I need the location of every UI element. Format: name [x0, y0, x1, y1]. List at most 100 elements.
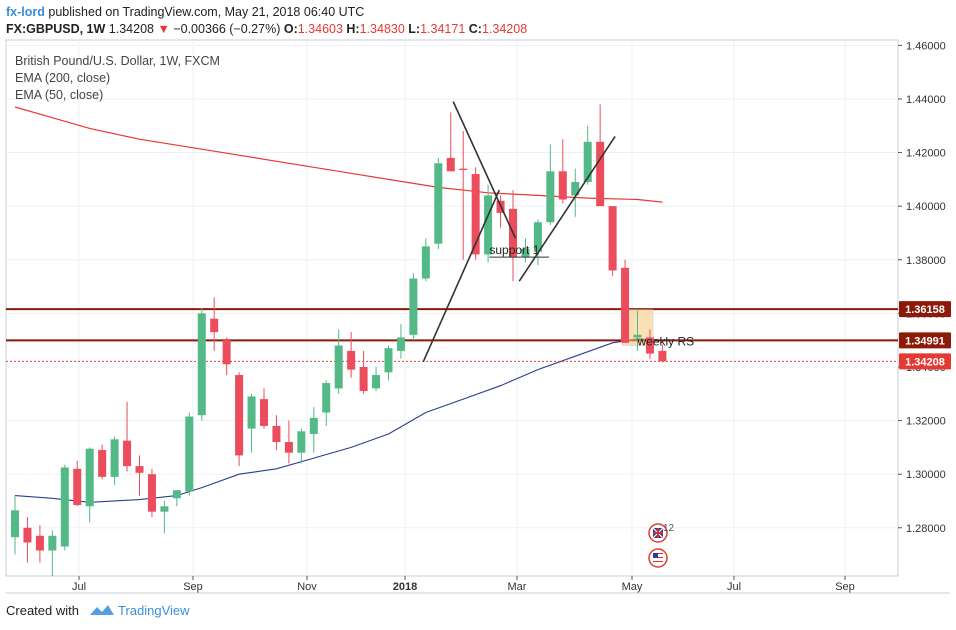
published-text: published on TradingView.com, May 21, 20… [48, 5, 365, 19]
author-name[interactable]: fx-lord [6, 5, 45, 19]
x-tick-label: Sep [835, 581, 855, 593]
publish-line: fx-lord published on TradingView.com, Ma… [6, 5, 364, 19]
symbol-name: FX:GBPUSD, 1W [6, 22, 106, 36]
x-axis[interactable]: Jul Sep Nov 2018 Mar May Jul Sep [72, 576, 855, 593]
legend-ema200[interactable]: EMA (200, close) [15, 71, 111, 85]
close-value: 1.34208 [481, 22, 528, 36]
candle-body-up [160, 506, 169, 512]
legend-ema50[interactable]: EMA (50, close) [15, 88, 104, 102]
candle-body-down [210, 318, 219, 333]
candle-body-up [322, 383, 331, 413]
candle-body-down [359, 366, 368, 392]
open-label: O: [283, 22, 298, 36]
weekly-rs-label: weekly RS [637, 335, 695, 349]
high-label: H: [346, 22, 360, 36]
candle-body-down [123, 440, 132, 467]
high-value: 1.34830 [359, 22, 405, 36]
candle-body-up [60, 467, 69, 547]
candle-body-up [197, 313, 206, 416]
candle-body-up [110, 439, 119, 477]
y-tick-label: 1.44000 [906, 94, 946, 106]
candle-body-up [421, 246, 430, 279]
x-tick-label: Jul [72, 581, 86, 593]
candle-body-up [521, 249, 530, 258]
candle-body-down [35, 535, 44, 551]
candle-body-up [546, 171, 555, 223]
ema-lines [14, 106, 663, 503]
symbol-line: FX:GBPUSD, 1W 1.34208 ▼ −0.00366 (−0.27%… [6, 22, 527, 36]
tradingview-brand[interactable]: TradingView [118, 603, 190, 618]
grid-lines [5, 39, 950, 594]
candle-body-up [409, 278, 418, 335]
candle-body-up [185, 416, 194, 492]
annotations: support 1 weekly RS [489, 243, 694, 348]
price-label: 1.34208 [899, 353, 951, 370]
candle-body-down [558, 171, 567, 200]
price-label: 1.36158 [899, 301, 951, 318]
price-label-text: 1.34208 [905, 356, 945, 368]
x-tick-label: 2018 [393, 581, 417, 593]
created-with-text: Created with [6, 603, 79, 618]
support-1-label: support 1 [489, 243, 539, 257]
candle-body-up [172, 490, 181, 499]
price-label-text: 1.36158 [905, 304, 945, 316]
candle-body-down [135, 466, 144, 473]
candle-body-down [459, 168, 468, 170]
legend-title[interactable]: British Pound/U.S. Dollar, 1W, FXCM [15, 54, 220, 68]
low-label: L: [408, 22, 421, 36]
x-tick-label: Nov [297, 581, 317, 593]
candle-body-up [533, 222, 542, 252]
uptrend-line-left [422, 189, 501, 362]
down-arrow-icon: ▼ [157, 22, 170, 36]
event-icons: 12 [648, 523, 675, 568]
candle-body-up [309, 417, 318, 434]
candle-body-up [297, 431, 306, 453]
candle-body-down [272, 425, 281, 442]
downtrend-line [452, 101, 517, 239]
us-flag-event-icon[interactable] [648, 548, 668, 568]
y-tick-label: 1.30000 [906, 469, 946, 481]
x-tick-label: Sep [183, 581, 203, 593]
x-tick-label: May [622, 581, 643, 593]
ema50-line [14, 338, 663, 503]
candle-body-up [247, 396, 256, 429]
candle-body-up [434, 163, 443, 244]
candle-body-up [372, 375, 381, 389]
price-label: 1.34991 [899, 332, 951, 349]
candle-body-down [471, 174, 480, 255]
y-tick-label: 1.28000 [906, 523, 946, 535]
candle-body-down [260, 399, 268, 426]
candle-body-down [98, 450, 107, 477]
candle-body-up [48, 535, 57, 551]
plot-frame [5, 39, 899, 577]
uk-flag-event-icon[interactable] [648, 523, 668, 543]
candle-body-down [235, 375, 244, 456]
candle-body-up [11, 510, 19, 538]
last-price: 1.34208 [108, 22, 154, 36]
open-value: 1.34603 [297, 22, 343, 36]
tradingview-logo-icon [89, 605, 114, 615]
candle-body-down [446, 157, 455, 172]
candle-body-down [147, 474, 156, 512]
candle-body-up [571, 182, 580, 196]
candle-body-down [73, 468, 82, 505]
price-change: −0.00366 (−0.27%) [173, 22, 281, 36]
candle-body-down [284, 442, 293, 453]
horizontal-levels [6, 308, 898, 362]
candle-body-up [396, 337, 405, 351]
y-axis[interactable]: 1.460001.440001.420001.400001.380001.360… [898, 40, 946, 535]
candle-body-up [633, 334, 642, 338]
y-tick-label: 1.32000 [906, 416, 946, 428]
candle-body-down [596, 141, 605, 207]
y-tick-label: 1.46000 [906, 40, 946, 52]
trend-drawings [422, 101, 616, 362]
y-tick-label: 1.42000 [906, 148, 946, 160]
low-value: 1.34171 [420, 22, 466, 36]
footer: Created with TradingView [6, 603, 190, 618]
candle-body-up [583, 141, 592, 183]
candle-body-down [608, 206, 617, 271]
candle-body-up [384, 348, 393, 373]
candle-body-up [484, 195, 493, 255]
price-label-text: 1.34991 [905, 335, 945, 347]
